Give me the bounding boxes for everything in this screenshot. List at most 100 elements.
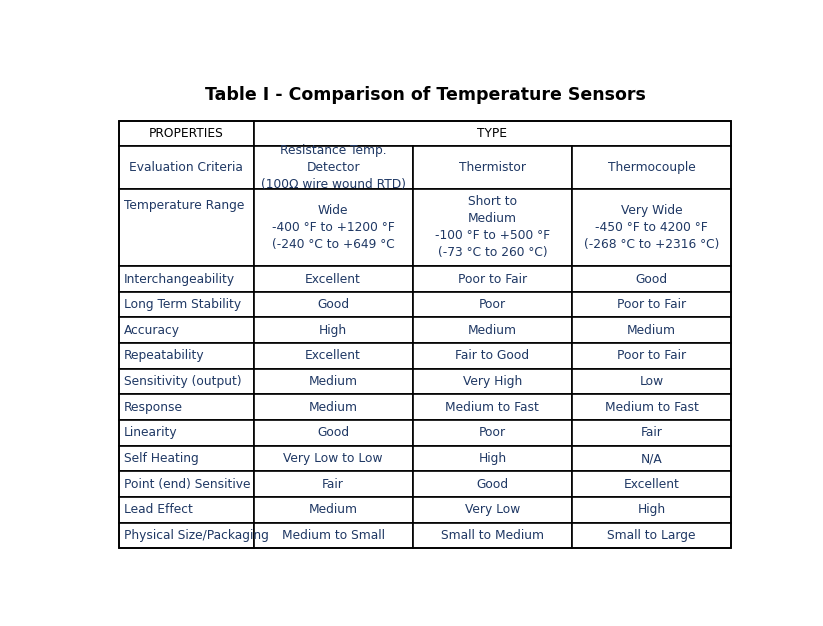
Text: PROPERTIES: PROPERTIES <box>149 127 224 140</box>
Bar <box>412 292 572 317</box>
Bar <box>253 471 412 497</box>
Text: Repeatability: Repeatability <box>124 349 205 362</box>
Text: Lead Effect: Lead Effect <box>124 503 193 516</box>
Text: Response: Response <box>124 401 183 414</box>
Bar <box>119 121 731 548</box>
Text: Linearity: Linearity <box>124 426 178 439</box>
Bar <box>412 420 572 446</box>
Bar <box>119 497 253 523</box>
Text: Medium: Medium <box>309 401 358 414</box>
Bar <box>253 121 731 146</box>
Text: Point (end) Sensitive: Point (end) Sensitive <box>124 478 250 491</box>
Text: Excellent: Excellent <box>624 478 680 491</box>
Text: Wide
-400 °F to +1200 °F
(-240 °C to +649 °C: Wide -400 °F to +1200 °F (-240 °C to +64… <box>272 204 394 251</box>
Bar <box>412 343 572 369</box>
Text: Medium to Fast: Medium to Fast <box>445 401 539 414</box>
Bar <box>412 188 572 266</box>
Bar <box>119 317 253 343</box>
Text: Very Wide
-450 °F to 4200 °F
(-268 °C to +2316 °C): Very Wide -450 °F to 4200 °F (-268 °C to… <box>584 204 719 251</box>
Bar <box>119 343 253 369</box>
Text: Short to
Medium
-100 °F to +500 °F
(-73 °C to 260 °C): Short to Medium -100 °F to +500 °F (-73 … <box>435 195 550 259</box>
Bar <box>572 188 731 266</box>
Text: Accuracy: Accuracy <box>124 324 180 337</box>
Bar <box>119 266 253 292</box>
Bar <box>412 369 572 394</box>
Bar <box>253 394 412 420</box>
Text: Good: Good <box>317 426 349 439</box>
Text: Poor: Poor <box>479 298 506 311</box>
Bar <box>253 446 412 471</box>
Text: Thermocouple: Thermocouple <box>607 161 695 174</box>
Text: Good: Good <box>477 478 509 491</box>
Bar <box>119 369 253 394</box>
Bar <box>412 146 572 188</box>
Text: Medium to Small: Medium to Small <box>281 529 384 542</box>
Bar <box>572 497 731 523</box>
Text: Resistance Temp.
Detector
(100Ω wire wound RTD): Resistance Temp. Detector (100Ω wire wou… <box>261 144 406 191</box>
Bar <box>253 292 412 317</box>
Text: Fair: Fair <box>322 478 344 491</box>
Bar <box>119 446 253 471</box>
Text: Very Low to Low: Very Low to Low <box>283 452 383 465</box>
Text: Medium to Fast: Medium to Fast <box>605 401 699 414</box>
Bar <box>412 471 572 497</box>
Text: High: High <box>319 324 347 337</box>
Bar <box>119 523 253 548</box>
Bar <box>572 369 731 394</box>
Bar <box>253 146 412 188</box>
Bar <box>253 497 412 523</box>
Text: Medium: Medium <box>309 503 358 516</box>
Bar <box>572 471 731 497</box>
Bar <box>572 523 731 548</box>
Bar <box>572 146 731 188</box>
Bar <box>119 188 253 266</box>
Text: High: High <box>638 503 666 516</box>
Text: Physical Size/Packaging: Physical Size/Packaging <box>124 529 269 542</box>
Bar <box>412 446 572 471</box>
Bar <box>572 317 731 343</box>
Bar <box>119 292 253 317</box>
Text: High: High <box>478 452 506 465</box>
Text: Evaluation Criteria: Evaluation Criteria <box>129 161 243 174</box>
Bar <box>412 266 572 292</box>
Text: Table I - Comparison of Temperature Sensors: Table I - Comparison of Temperature Sens… <box>205 86 645 105</box>
Bar <box>119 394 253 420</box>
Bar <box>119 471 253 497</box>
Text: Low: Low <box>639 375 663 388</box>
Text: Poor to Fair: Poor to Fair <box>617 298 686 311</box>
Text: Medium: Medium <box>627 324 676 337</box>
Text: Medium: Medium <box>467 324 517 337</box>
Bar <box>119 146 253 188</box>
Text: N/A: N/A <box>640 452 663 465</box>
Text: Poor to Fair: Poor to Fair <box>617 349 686 362</box>
Bar <box>253 420 412 446</box>
Bar <box>253 343 412 369</box>
Text: Interchangeability: Interchangeability <box>124 272 235 285</box>
Text: Long Term Stability: Long Term Stability <box>124 298 241 311</box>
Text: Excellent: Excellent <box>305 349 361 362</box>
Text: Fair: Fair <box>640 426 663 439</box>
Bar <box>253 369 412 394</box>
Bar <box>412 497 572 523</box>
Bar <box>572 292 731 317</box>
Text: Excellent: Excellent <box>305 272 361 285</box>
Text: Thermistor: Thermistor <box>459 161 526 174</box>
Bar <box>572 266 731 292</box>
Text: TYPE: TYPE <box>477 127 507 140</box>
Bar <box>412 317 572 343</box>
Text: Small to Large: Small to Large <box>607 529 695 542</box>
Bar <box>572 343 731 369</box>
Text: Temperature Range: Temperature Range <box>124 199 244 212</box>
Bar <box>253 188 412 266</box>
Text: Poor: Poor <box>479 426 506 439</box>
Bar <box>253 266 412 292</box>
Text: Poor to Fair: Poor to Fair <box>458 272 527 285</box>
Bar <box>572 420 731 446</box>
Bar <box>572 394 731 420</box>
Text: Good: Good <box>635 272 667 285</box>
Text: Very High: Very High <box>463 375 522 388</box>
Bar <box>412 394 572 420</box>
Text: Fair to Good: Fair to Good <box>455 349 529 362</box>
Text: Small to Medium: Small to Medium <box>441 529 544 542</box>
Bar <box>253 523 412 548</box>
